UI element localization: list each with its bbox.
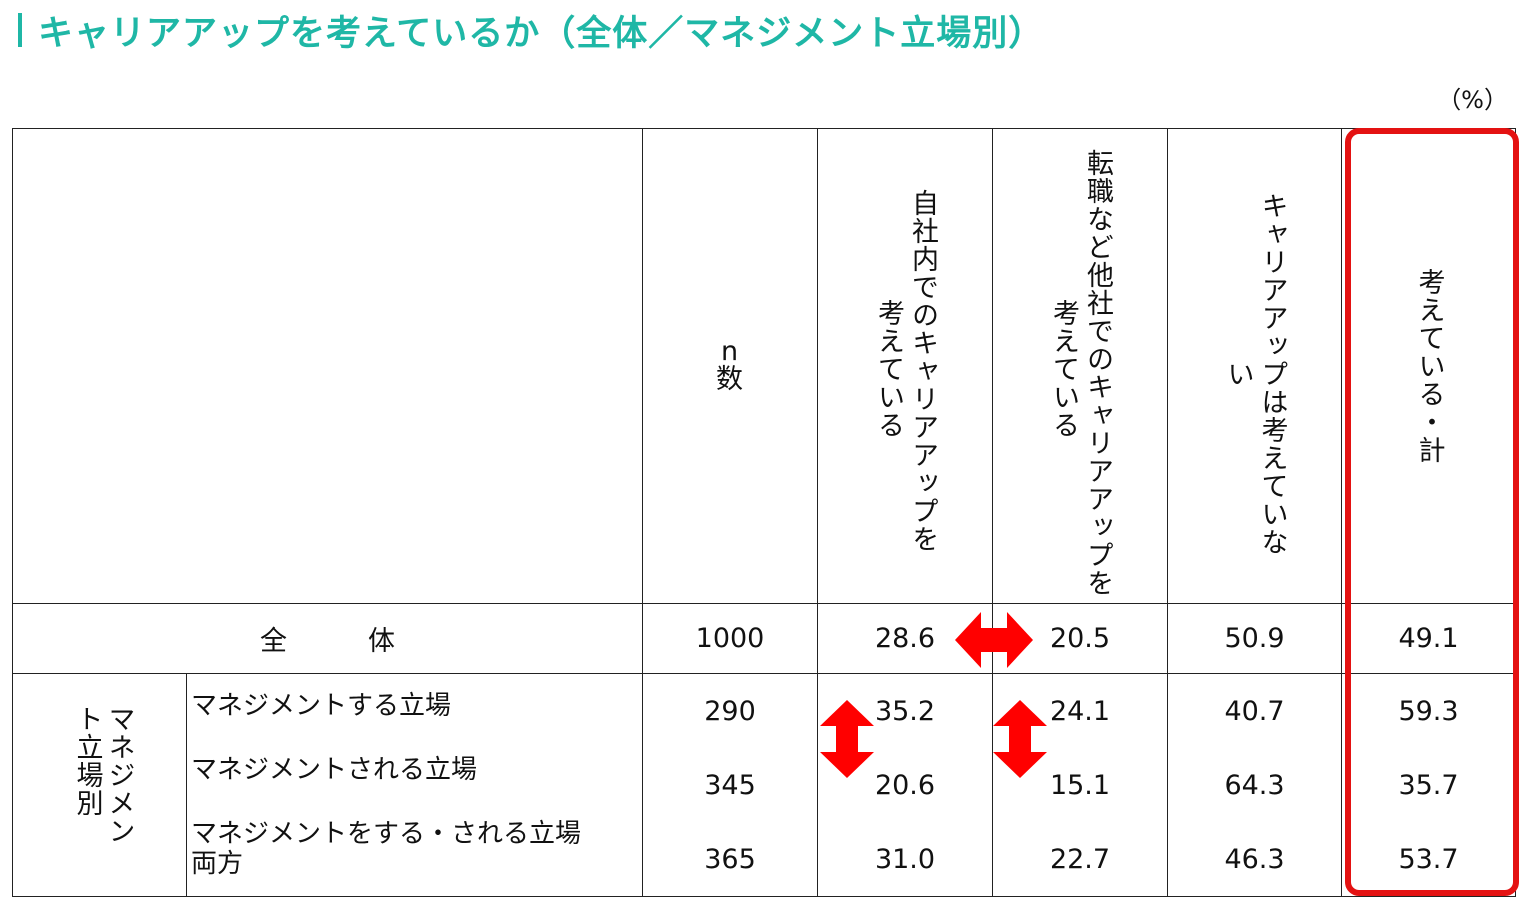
row-label-managed: マネジメントされる立場	[191, 755, 478, 785]
header-blank-cell	[12, 128, 643, 604]
header-col-2-label: 転職など他社でのキャリアアップを 考えている	[1048, 149, 1113, 597]
v2-both: 22.7	[1049, 843, 1111, 875]
header-n-label: n 数	[716, 336, 744, 395]
group-v3-cell: 40.7 64.3 46.3	[1167, 673, 1342, 897]
v3-manage: 40.7	[1224, 695, 1285, 727]
header-col-4-label: 考えている・計	[1413, 268, 1445, 464]
v1-both: 31.0	[874, 843, 936, 875]
page-title: キャリアアップを考えているか（全体／マネジメント立場別）	[38, 13, 1045, 54]
v2-managed: 15.1	[1049, 769, 1111, 801]
v2-manage: 24.1	[1049, 695, 1111, 727]
header-col-2: 転職など他社でのキャリアアップを 考えている	[992, 128, 1168, 604]
total-n: 1000	[642, 603, 818, 674]
v3-managed: 64.3	[1224, 769, 1285, 801]
data-table: n 数 自社内でのキャリアアップを 考えている 転職など他社でのキャリアアップを…	[12, 128, 1516, 897]
header-col-3: キャリアアップは考えていない	[1167, 128, 1342, 604]
v1-managed: 20.6	[874, 769, 936, 801]
header-col-4: 考えている・計	[1341, 128, 1516, 604]
n-managed: 345	[704, 769, 756, 801]
total-row: 全 体 1000 28.6 20.5 50.9 49.1	[12, 603, 1516, 674]
header-row: n 数 自社内でのキャリアアップを 考えている 転職など他社でのキャリアアップを…	[12, 128, 1516, 604]
n-both: 365	[704, 843, 756, 875]
row-label-manage: マネジメントする立場	[191, 691, 452, 721]
management-group-row: マネジメント立場別 マネジメントする立場 マネジメントされる立場 マネジメントを…	[12, 673, 1516, 897]
double-arrow-horizontal-icon	[955, 612, 1033, 668]
n-manage: 290	[704, 695, 756, 727]
group-row-labels: マネジメントする立場 マネジメントされる立場 マネジメントをする・される立場 両…	[186, 673, 643, 897]
total-v2: 20.5	[992, 603, 1168, 674]
total-row-label: 全 体	[12, 603, 643, 674]
row-label-both: マネジメントをする・される立場 両方	[191, 819, 582, 879]
group-n-cell: 290 345 365	[642, 673, 818, 897]
data-table-wrapper: n 数 自社内でのキャリアアップを 考えている 転職など他社でのキャリアアップを…	[12, 128, 1516, 897]
header-col-3-label: キャリアアップは考えていない	[1222, 192, 1288, 556]
header-col-1-label: 自社内でのキャリアアップを 考えている	[873, 189, 938, 553]
group-label: マネジメント立場別	[71, 705, 135, 845]
header-n: n 数	[642, 128, 818, 604]
title-accent-bar	[18, 13, 22, 47]
unit-label: （%）	[1437, 86, 1508, 114]
group-v4-cell: 59.3 35.7 53.7	[1341, 673, 1516, 897]
v4-managed: 35.7	[1398, 769, 1459, 801]
group-label-cell: マネジメント立場別	[12, 673, 187, 897]
v4-both: 53.7	[1398, 843, 1459, 875]
double-arrow-vertical-icon-2	[993, 700, 1047, 778]
title-bar: キャリアアップを考えているか（全体／マネジメント立場別）	[18, 8, 1044, 54]
total-v4: 49.1	[1341, 603, 1516, 674]
v4-manage: 59.3	[1398, 695, 1459, 727]
total-v3: 50.9	[1167, 603, 1342, 674]
v3-both: 46.3	[1224, 843, 1285, 875]
header-col-1: 自社内でのキャリアアップを 考えている	[817, 128, 993, 604]
v1-manage: 35.2	[874, 695, 936, 727]
double-arrow-vertical-icon	[820, 700, 874, 778]
